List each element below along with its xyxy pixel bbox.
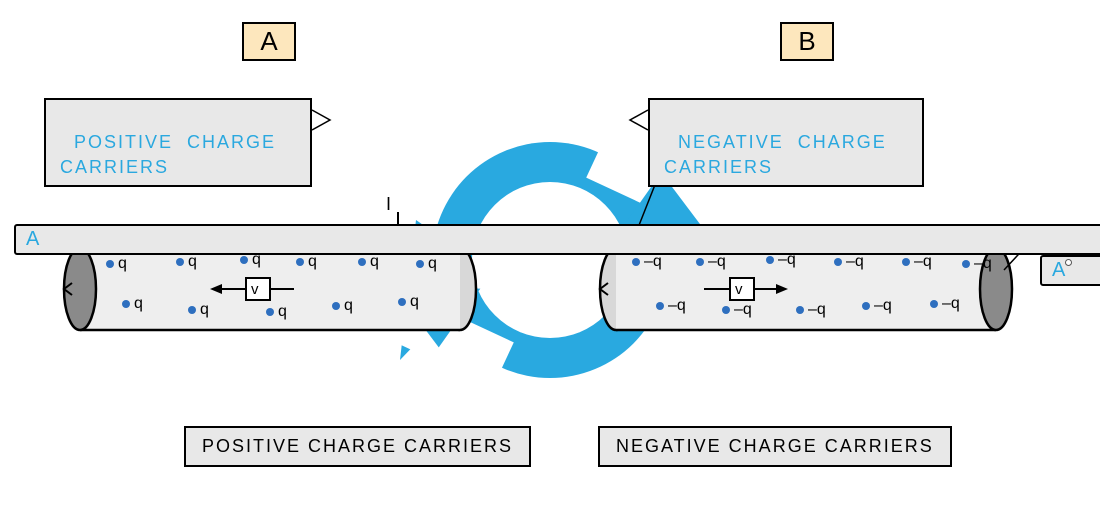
charge-label: –q (644, 253, 662, 270)
charge-label: q (278, 303, 287, 320)
charge-dot (632, 258, 640, 266)
charge-label: q (410, 293, 419, 310)
charge-dot (398, 298, 406, 306)
positive-bottom-text: POSITIVE CHARGE CARRIERS (202, 436, 513, 456)
negative-carriers-bottom-label: NEGATIVE CHARGE CARRIERS (598, 426, 952, 467)
charge-label: –q (668, 297, 686, 314)
negative-carriers-top-tag: NEGATIVE CHARGE CARRIERS (648, 98, 924, 187)
charge-dot (106, 260, 114, 268)
charge-dot (766, 256, 774, 264)
charge-dot (902, 258, 910, 266)
positive-carriers-bottom-label: POSITIVE CHARGE CARRIERS (184, 426, 531, 467)
charge-dot (796, 306, 804, 314)
cylinder-right (600, 248, 1012, 330)
charge-dot (656, 302, 664, 310)
charge-dot (122, 300, 130, 308)
charge-dot (296, 258, 304, 266)
charge-label: –q (974, 255, 992, 272)
area-tag-right: A (1040, 255, 1100, 286)
charge-dot (240, 256, 248, 264)
charge-dot (834, 258, 842, 266)
area-tag-left: A (14, 224, 1100, 255)
charge-label: –q (914, 253, 932, 270)
charge-label: q (134, 295, 143, 312)
charge-label: q (308, 253, 317, 270)
charge-dot (930, 300, 938, 308)
v-label-right: v (735, 281, 743, 298)
charge-label: q (200, 301, 209, 318)
positive-top-text: POSITIVE CHARGE CARRIERS (60, 132, 276, 176)
charge-label: –q (942, 295, 960, 312)
charge-dot (188, 306, 196, 314)
current-label-left: I (386, 194, 391, 214)
v-label-left: v (251, 281, 259, 298)
positive-carriers-top-tag: POSITIVE CHARGE CARRIERS (44, 98, 312, 187)
charge-dot (962, 260, 970, 268)
charge-label: –q (846, 253, 864, 270)
negative-bottom-text: NEGATIVE CHARGE CARRIERS (616, 436, 934, 456)
area-tag-right-text: A (1052, 259, 1065, 281)
charge-label: q (428, 255, 437, 272)
panel-label-b: B (780, 22, 834, 61)
charge-label: –q (808, 301, 826, 318)
charge-label: q (370, 253, 379, 270)
charge-dot (722, 306, 730, 314)
charge-label: q (344, 297, 353, 314)
panel-label-a: A (242, 22, 296, 61)
charge-dot (332, 302, 340, 310)
charge-dot (416, 260, 424, 268)
charge-label: q (118, 255, 127, 272)
charge-label: q (188, 253, 197, 270)
panel-b-text: B (798, 26, 815, 56)
charge-dot (696, 258, 704, 266)
charge-dot (266, 308, 274, 316)
charge-label: –q (734, 301, 752, 318)
charge-dot (358, 258, 366, 266)
area-tag-left-text: A (26, 228, 39, 250)
charge-dot (176, 258, 184, 266)
charge-label: –q (708, 253, 726, 270)
charge-label: –q (874, 297, 892, 314)
panel-a-text: A (260, 26, 277, 56)
charge-dot (862, 302, 870, 310)
negative-top-text: NEGATIVE CHARGE CARRIERS (664, 132, 887, 176)
